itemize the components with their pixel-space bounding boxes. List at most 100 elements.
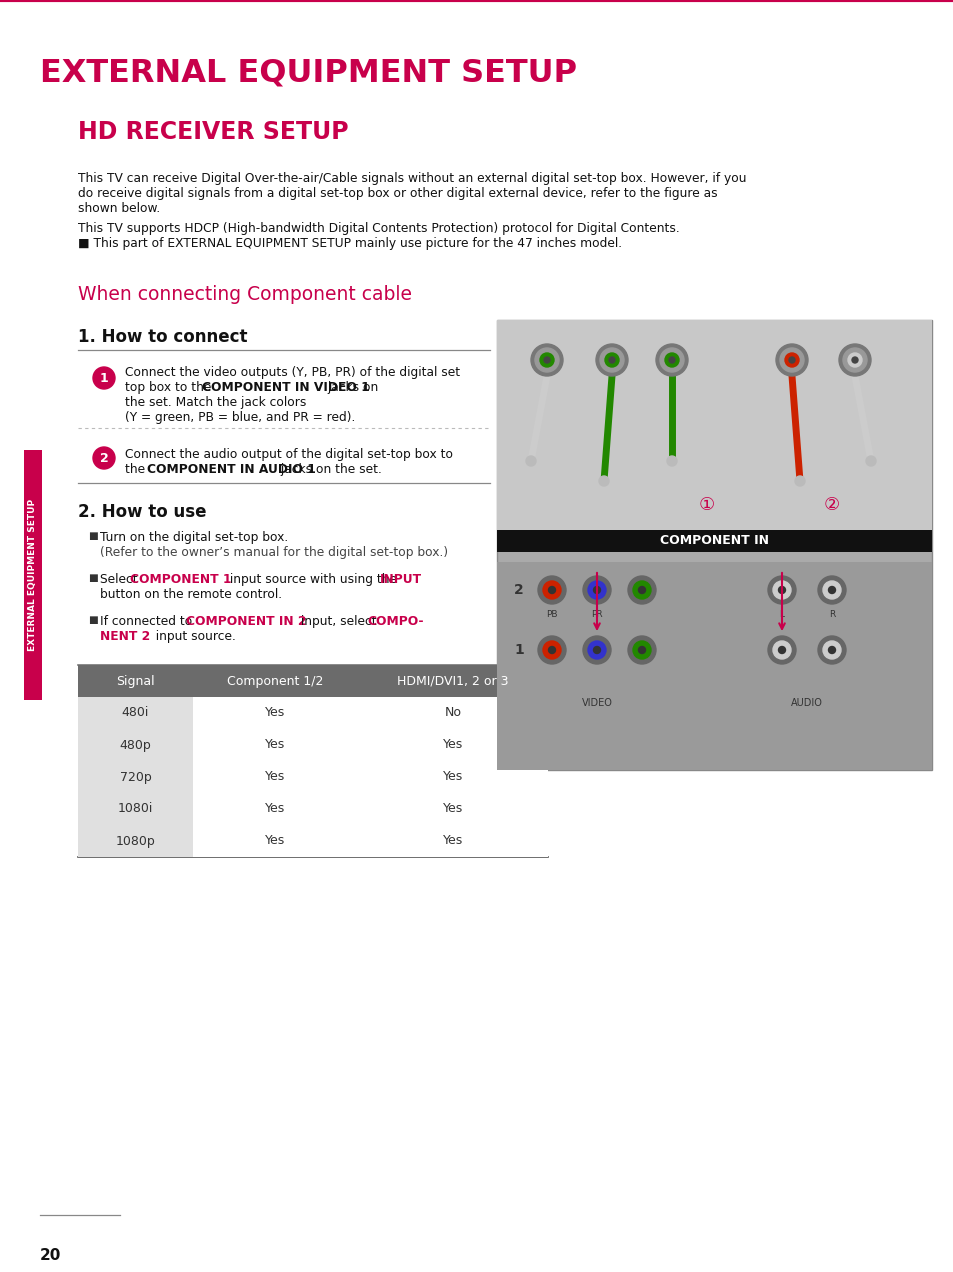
Text: HD RECEIVER SETUP: HD RECEIVER SETUP (78, 120, 348, 144)
Text: input source.: input source. (148, 630, 235, 644)
Text: Signal: Signal (116, 674, 154, 687)
Text: PB: PB (546, 611, 558, 619)
Text: (Y = green, PB = blue, and PR = red).: (Y = green, PB = blue, and PR = red). (125, 411, 355, 424)
Circle shape (627, 636, 656, 664)
FancyBboxPatch shape (78, 729, 193, 761)
Circle shape (582, 636, 610, 664)
Text: Yes: Yes (442, 739, 462, 752)
Text: Yes: Yes (265, 739, 285, 752)
Circle shape (608, 357, 615, 363)
Text: 2. How to use: 2. How to use (78, 502, 206, 522)
Text: Yes: Yes (442, 803, 462, 815)
Circle shape (92, 368, 115, 389)
Text: 720p: 720p (119, 771, 152, 784)
FancyBboxPatch shape (78, 792, 193, 826)
Text: 20: 20 (40, 1248, 61, 1263)
Text: top box to the: top box to the (125, 382, 215, 394)
Circle shape (627, 576, 656, 604)
Circle shape (827, 646, 835, 654)
Circle shape (548, 646, 555, 654)
Text: COMPO-: COMPO- (367, 614, 423, 628)
Text: NENT 2: NENT 2 (100, 630, 150, 644)
Text: R: R (828, 611, 834, 619)
Circle shape (539, 354, 554, 368)
Text: PR: PR (591, 611, 602, 619)
Text: This TV supports HDCP (High-bandwidth Digital Contents Protection) protocol for : This TV supports HDCP (High-bandwidth Di… (78, 223, 679, 235)
Text: HDMI/DVI1, 2 or 3: HDMI/DVI1, 2 or 3 (396, 674, 508, 687)
FancyBboxPatch shape (78, 665, 547, 697)
Text: ■: ■ (88, 572, 97, 583)
Text: AUDIO: AUDIO (790, 698, 822, 709)
Circle shape (788, 357, 794, 363)
Circle shape (838, 343, 870, 377)
Circle shape (784, 354, 799, 368)
Text: do receive digital signals from a digital set-top box or other digital external : do receive digital signals from a digita… (78, 187, 717, 200)
Text: Connect the audio output of the digital set-top box to: Connect the audio output of the digital … (125, 448, 453, 460)
Text: COMPONENT IN 2: COMPONENT IN 2 (186, 614, 306, 628)
Text: Yes: Yes (265, 834, 285, 847)
Circle shape (537, 636, 565, 664)
Text: Component 1/2: Component 1/2 (227, 674, 323, 687)
Circle shape (92, 446, 115, 469)
Circle shape (851, 357, 857, 363)
Circle shape (817, 576, 845, 604)
Text: input, select: input, select (296, 614, 384, 628)
Circle shape (638, 646, 645, 654)
Text: Yes: Yes (265, 706, 285, 720)
Text: shown below.: shown below. (78, 202, 160, 215)
Text: VIDEO: VIDEO (581, 698, 612, 709)
FancyBboxPatch shape (78, 761, 193, 792)
FancyBboxPatch shape (193, 697, 547, 729)
Text: EXTERNAL EQUIPMENT SETUP: EXTERNAL EQUIPMENT SETUP (40, 59, 577, 89)
Text: No: No (444, 706, 461, 720)
FancyBboxPatch shape (78, 697, 193, 729)
Circle shape (780, 349, 803, 371)
Circle shape (582, 576, 610, 604)
Circle shape (847, 354, 862, 368)
Circle shape (531, 343, 562, 377)
Circle shape (865, 455, 875, 466)
Text: L: L (779, 611, 783, 619)
FancyBboxPatch shape (78, 826, 193, 857)
Text: jacks on: jacks on (324, 382, 377, 394)
FancyBboxPatch shape (193, 729, 547, 761)
Text: COMPONENT IN AUDIO 1: COMPONENT IN AUDIO 1 (147, 463, 315, 476)
Text: button on the remote control.: button on the remote control. (100, 588, 282, 600)
FancyBboxPatch shape (193, 826, 547, 857)
Circle shape (548, 586, 555, 594)
FancyBboxPatch shape (193, 761, 547, 792)
Circle shape (535, 349, 558, 371)
Text: INPUT: INPUT (379, 572, 421, 586)
Circle shape (794, 476, 804, 486)
Circle shape (599, 349, 623, 371)
Circle shape (775, 343, 807, 377)
FancyBboxPatch shape (497, 321, 931, 530)
Circle shape (525, 455, 536, 466)
Text: Turn on the digital set-top box.: Turn on the digital set-top box. (100, 530, 288, 544)
Circle shape (587, 641, 605, 659)
Circle shape (822, 641, 841, 659)
Text: input source with using the: input source with using the (226, 572, 400, 586)
FancyBboxPatch shape (497, 562, 931, 770)
Text: COMPONENT IN: COMPONENT IN (659, 534, 768, 547)
Circle shape (772, 641, 790, 659)
Circle shape (772, 581, 790, 599)
Text: ■ This part of EXTERNAL EQUIPMENT SETUP mainly use picture for the 47 inches mod: ■ This part of EXTERNAL EQUIPMENT SETUP … (78, 237, 621, 251)
Text: COMPONENT 1: COMPONENT 1 (130, 572, 232, 586)
Text: This TV can receive Digital Over-the-air/Cable signals without an external digit: This TV can receive Digital Over-the-air… (78, 172, 745, 184)
Text: 1: 1 (99, 371, 109, 384)
Circle shape (664, 354, 679, 368)
Text: the: the (125, 463, 149, 476)
Text: ①: ① (699, 496, 715, 514)
Text: Yes: Yes (442, 771, 462, 784)
Text: ■: ■ (88, 614, 97, 625)
Circle shape (778, 646, 784, 654)
Circle shape (543, 357, 550, 363)
Circle shape (827, 586, 835, 594)
Text: (Refer to the owner’s manual for the digital set-top box.): (Refer to the owner’s manual for the dig… (100, 546, 448, 558)
Circle shape (604, 354, 618, 368)
Text: 480p: 480p (119, 739, 152, 752)
Circle shape (596, 343, 627, 377)
Circle shape (778, 586, 784, 594)
Circle shape (842, 349, 866, 371)
